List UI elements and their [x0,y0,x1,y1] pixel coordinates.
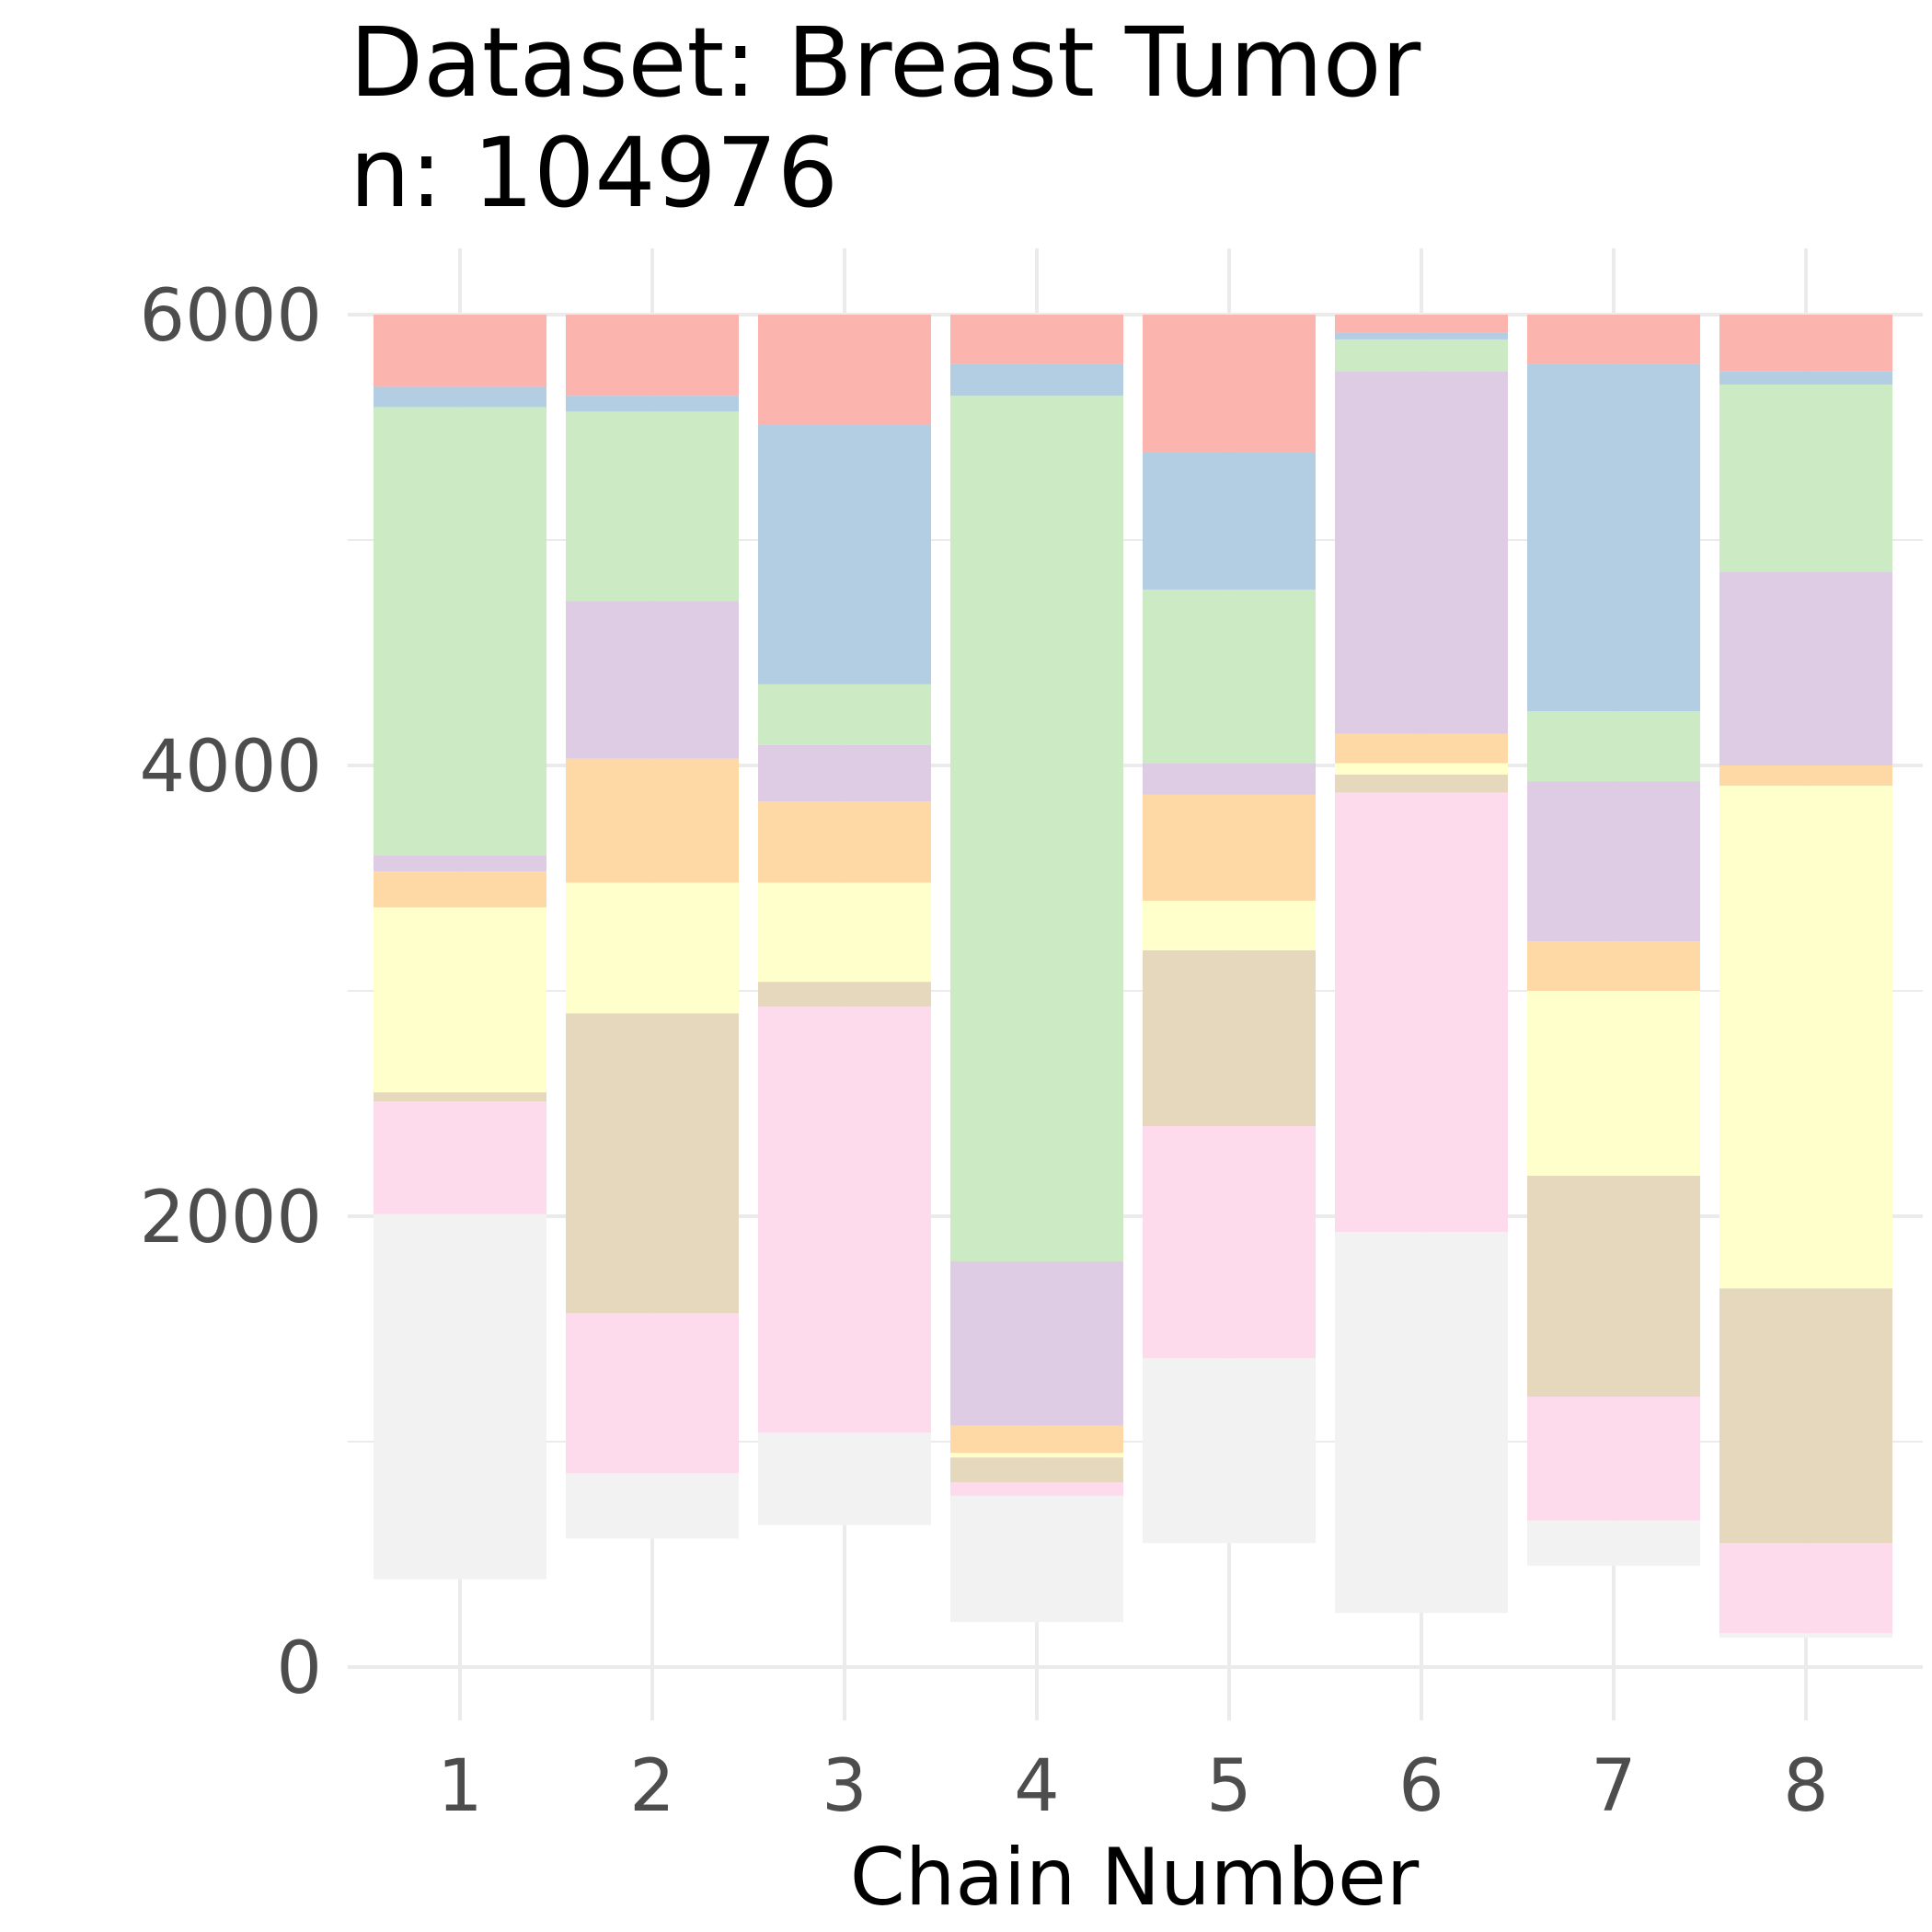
bar-segment-pink [1719,1543,1892,1634]
bar-segment-yellow [1335,763,1508,775]
x-axis-label: Chain Number [850,1832,1420,1924]
bar-segment-grey [566,1473,739,1539]
bar-segment-green [950,396,1123,1261]
y-tick-label: 4000 [139,726,322,809]
bar-segment-purple [566,601,739,759]
bar-segment-pink [758,1006,931,1433]
bar-segment-orange [758,801,931,883]
bar-segment-grey [758,1432,931,1525]
bar-segment-yellow [566,882,739,1014]
bar-segment-orange [1335,733,1508,764]
bar-chain-6 [1335,315,1508,1614]
bar-chain-5 [1143,315,1316,1544]
bar-segment-tan [566,1013,739,1314]
bar-segment-orange [1143,794,1316,901]
y-axis-ticks: 0 2000 4000 6000 [139,275,322,1710]
bar-chain-8 [1719,315,1892,1639]
bar-segment-tan [1719,1288,1892,1544]
bar-segment-blue [950,363,1123,397]
bar-segment-red [1719,315,1892,372]
bar-segment-green [1335,339,1508,372]
bar-segment-pink [1335,792,1508,1233]
chart-title-line-2: n: 104976 [350,117,838,229]
bar-segment-yellow [1527,991,1700,1176]
bar-segment-red [1335,315,1508,333]
bar-segment-blue [758,425,931,684]
bar-segment-purple [1143,763,1316,795]
bar-segment-grey [1527,1520,1700,1566]
bar-segment-red [374,315,546,387]
x-tick-label: 5 [1206,1745,1252,1828]
bar-segment-yellow [1143,901,1316,950]
bar-segment-blue [1143,452,1316,590]
bar-segment-orange [1527,941,1700,991]
bars [374,315,1892,1639]
bar-segment-tan [1335,774,1508,793]
bar-segment-purple [1527,781,1700,942]
bar-segment-red [1143,315,1316,453]
bar-segment-grey [374,1213,546,1580]
x-tick-label: 3 [822,1745,868,1828]
bar-segment-blue [1335,332,1508,339]
x-tick-label: 6 [1398,1745,1444,1828]
bar-segment-tan [1527,1175,1700,1397]
bar-segment-blue [1527,363,1700,712]
y-tick-label: 6000 [139,275,322,358]
bar-segment-grey [1335,1232,1508,1614]
bar-segment-yellow [758,882,931,983]
bar-segment-yellow [374,907,546,1093]
bar-segment-purple [950,1261,1123,1426]
x-tick-label: 7 [1591,1745,1637,1828]
x-tick-label: 1 [437,1745,483,1828]
bar-segment-orange [566,758,739,883]
bar-segment-green [1719,384,1892,572]
bar-segment-grey [1719,1633,1892,1639]
bar-segment-purple [374,856,546,872]
bar-segment-blue [374,386,546,408]
bar-segment-purple [758,744,931,802]
bar-chain-1 [374,315,546,1580]
y-tick-label: 0 [276,1627,322,1710]
bar-segment-pink [566,1313,739,1474]
chart-title-line-1: Dataset: Breast Tumor [350,6,1421,119]
bar-segment-pink [1527,1397,1700,1521]
x-axis-ticks: 1 2 3 4 5 6 7 8 [437,1745,1829,1828]
bar-segment-red [566,315,739,397]
bar-segment-tan [374,1092,546,1102]
x-tick-label: 2 [629,1745,675,1828]
bar-segment-grey [1143,1358,1316,1544]
bar-segment-green [566,411,739,602]
bar-segment-red [1527,315,1700,364]
bar-segment-blue [1719,371,1892,385]
bar-segment-tan [950,1457,1123,1483]
bar-segment-purple [1719,571,1892,765]
bar-segment-green [1527,711,1700,782]
x-tick-label: 8 [1783,1745,1829,1828]
bar-segment-orange [374,871,546,908]
bar-segment-green [374,407,546,856]
bar-segment-orange [950,1425,1123,1454]
bar-segment-green [758,684,931,745]
bar-segment-pink [1143,1126,1316,1359]
bar-segment-tan [758,982,931,1007]
bar-segment-red [950,315,1123,364]
bar-segment-yellow [1719,786,1892,1289]
bar-segment-tan [1143,949,1316,1126]
bar-segment-yellow [950,1453,1123,1458]
bar-segment-grey [950,1495,1123,1622]
bar-chain-4 [950,315,1123,1622]
bar-segment-pink [950,1482,1123,1496]
y-tick-label: 2000 [139,1177,322,1259]
bar-chain-7 [1527,315,1700,1566]
bar-segment-red [758,315,931,426]
bar-segment-orange [1719,765,1892,787]
bar-segment-pink [374,1101,546,1214]
bar-segment-green [1143,589,1316,764]
bar-segment-purple [1335,371,1508,734]
x-tick-label: 4 [1014,1745,1060,1828]
bar-segment-blue [566,396,739,412]
bar-chain-3 [758,315,931,1525]
bar-chain-2 [566,315,739,1539]
